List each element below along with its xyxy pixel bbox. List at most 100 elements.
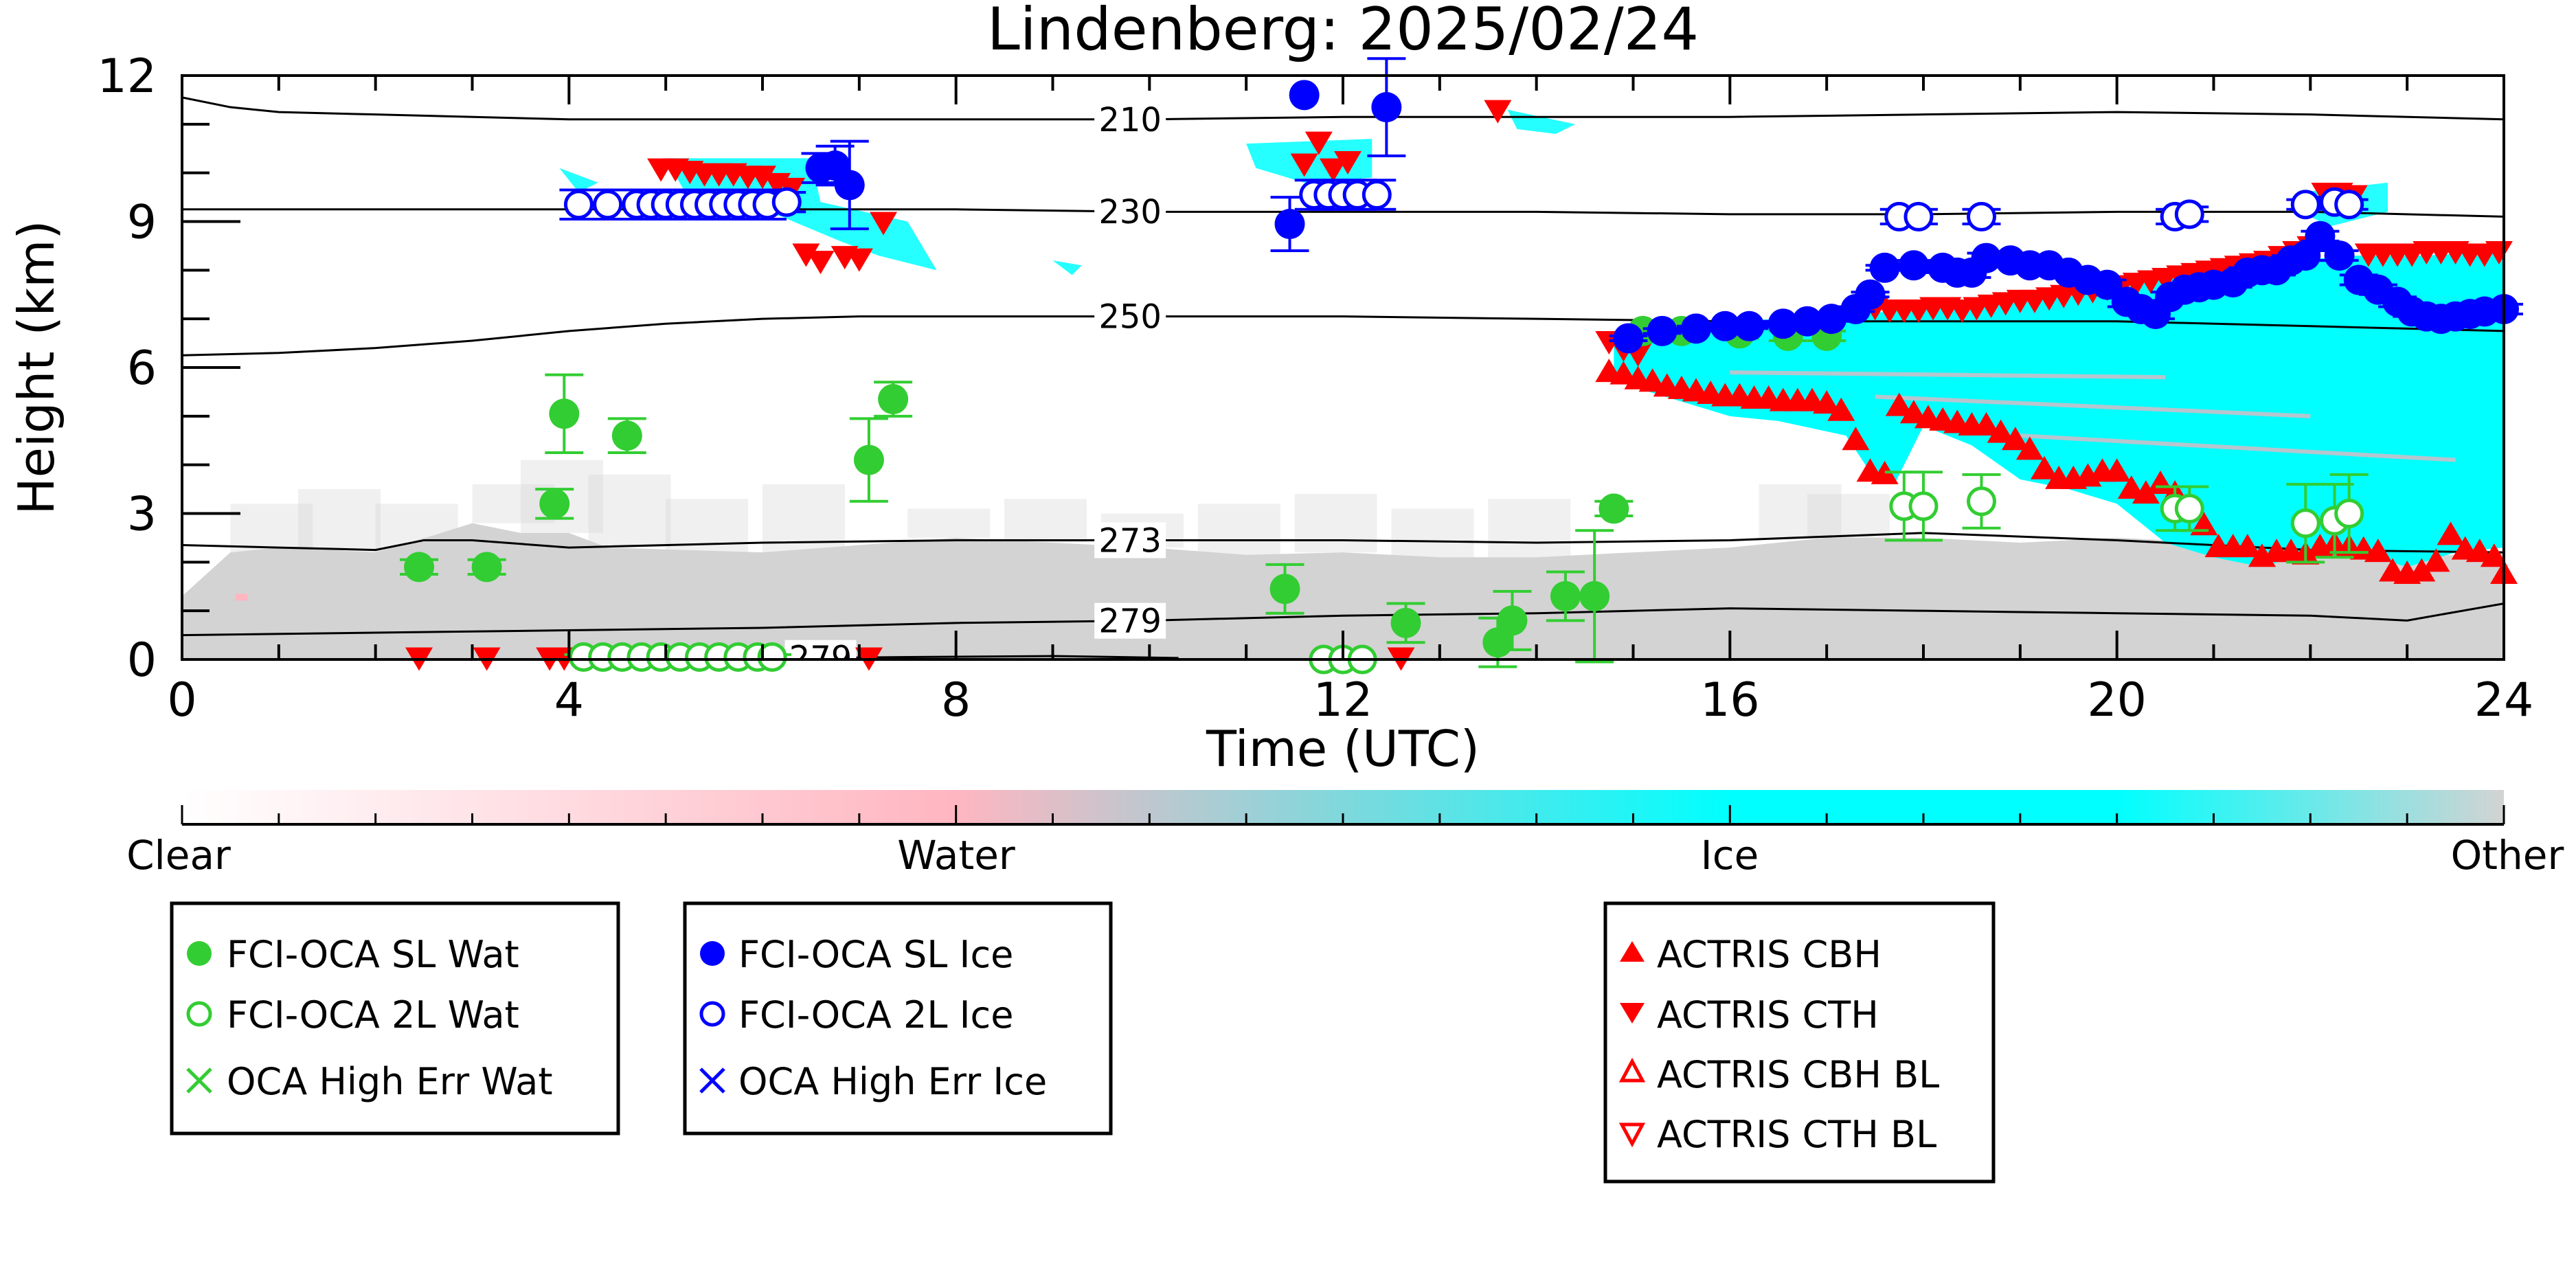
isotherm-label-bg [1094, 602, 1166, 639]
legend-label: ACTRIS CTH BL [1657, 1113, 1936, 1156]
isotherm-label-bg [784, 640, 857, 659]
oca-sl-ice-marker [1767, 308, 1798, 339]
oca-sl-wat-marker [1598, 493, 1629, 524]
bg-ice-patch [1052, 260, 1082, 275]
bg-mixed-streak [1875, 394, 2311, 418]
oca-2l-wat-marker [1908, 491, 1939, 521]
actris-cbh-marker [2132, 480, 2160, 504]
y-tick-label: 0 [127, 633, 157, 688]
oca-sl-wat-marker [1497, 605, 1528, 636]
oca-2l-ice-marker [2174, 199, 2204, 229]
oca-sl-ice-marker [1816, 304, 1847, 335]
actris-cth-marker [1484, 100, 1512, 124]
actris-cbh-marker [2103, 458, 2131, 482]
actris-cth-marker [1304, 131, 1333, 155]
oca-sl-ice-marker [1710, 310, 1741, 341]
isotherm-label: 273 [1098, 521, 1162, 560]
oca-2l-wat-marker [2334, 499, 2364, 528]
actris-cbh-marker [2001, 427, 2029, 451]
actris-cbh-marker [1638, 368, 1667, 392]
oca-sl-ice-marker [2305, 221, 2336, 251]
y-tick-label: 6 [127, 341, 157, 396]
x-tick-label: 16 [1700, 673, 1760, 727]
isotherm-label: 230 [1098, 193, 1162, 231]
actris-cbh-marker [1813, 390, 1841, 414]
actris-cth-marker [1319, 158, 1347, 182]
legend-label: ACTRIS CTH [1657, 993, 1879, 1037]
colorbar: Clear Water Ice Other [126, 790, 2564, 879]
legend-box [683, 901, 1113, 1136]
legend-water: FCI-OCA SL Wat FCI-OCA 2L Wat OCA High E… [170, 901, 620, 1136]
isotherm-line [182, 315, 2504, 357]
actris-cth-marker [2485, 241, 2513, 264]
legend-label: FCI-OCA 2L Ice [738, 993, 1013, 1037]
oca-sl-wat-marker [471, 552, 502, 583]
legend-marker-cbh [1620, 941, 1645, 962]
actris-cth-marker [870, 212, 898, 236]
oca-sl-ice-marker [1869, 252, 1900, 283]
legend-marker-sl-ice [700, 941, 725, 966]
oca-sl-ice-marker [834, 170, 865, 201]
actris-cth-marker [792, 243, 820, 267]
oca-sl-wat-marker [1550, 580, 1581, 611]
legend-label: FCI-OCA SL Ice [738, 933, 1013, 976]
colorbar-ticks [181, 805, 2505, 824]
oca-sl-wat-marker [878, 384, 909, 415]
oca-2l-ice-marker [563, 190, 594, 220]
isotherm-label: 250 [1098, 298, 1162, 337]
oca-sl-ice-marker [1898, 250, 1929, 281]
oca-2l-wat-marker [757, 642, 787, 672]
colorbar-label-water: Water [897, 832, 1015, 879]
chart-title: Lindenberg: 2025/02/24 [987, 0, 1699, 64]
bg-other-speckle [1759, 484, 1842, 538]
actris-cbh-marker [1899, 400, 1928, 424]
isotherm-label: 279 [789, 640, 852, 678]
oca-sl-ice-marker [1971, 242, 2002, 273]
oca-2l-ice-marker [1362, 180, 1392, 210]
oca-2l-ice-marker [771, 187, 802, 217]
actris-cth-marker [845, 248, 873, 272]
bg-other-speckle [1488, 499, 1571, 558]
oca-sl-wat-marker [611, 420, 642, 451]
legend-box [170, 901, 620, 1136]
legend-marker-2l-wat [186, 1001, 212, 1027]
oca-2l-wat-marker [2174, 493, 2204, 523]
actris-cbh-marker [2437, 521, 2465, 545]
actris-cbh-marker [2233, 534, 2261, 558]
bg-other-speckle [1197, 504, 1280, 555]
bg-other-speckle [907, 508, 991, 538]
legend-marker-higherr-ice [699, 1067, 725, 1094]
bg-water-patch [235, 594, 248, 601]
bg-other-speckle [298, 489, 381, 553]
actris-cbh-marker [2031, 455, 2059, 479]
oca-sl-ice-marker [2092, 269, 2123, 300]
oca-sl-ice-marker [1613, 323, 1644, 354]
actris-cbh-marker [1885, 392, 1913, 416]
oca-sl-wat-marker [1390, 607, 1421, 638]
actris-cth-marker [749, 166, 776, 190]
legend-label: OCA High Err Wat [227, 1060, 553, 1103]
oca-sl-wat-marker [549, 398, 580, 429]
x-tick-label: 0 [167, 673, 196, 727]
actris-cbh-marker [1827, 397, 1855, 421]
oca-2l-ice-marker [1967, 201, 1996, 231]
oca-sl-ice-marker [1274, 209, 1305, 240]
legend-marker-cbh-bl [1618, 1057, 1646, 1083]
legend-ice: FCI-OCA SL Ice FCI-OCA 2L Ice OCA High E… [683, 901, 1113, 1136]
oca-sl-wat-marker [1579, 580, 1610, 611]
actris-cth-marker [1290, 153, 1318, 177]
oca-2l-wat-marker [2290, 508, 2320, 539]
isotherm-label-bg [1094, 193, 1166, 229]
oca-2l-ice-marker [593, 190, 623, 220]
oca-2l-ice-marker [1903, 201, 1934, 231]
isotherm-label-bg [1094, 101, 1166, 137]
y-axis-label: Height (km) [8, 221, 65, 515]
series-layer [400, 57, 2523, 675]
actris-cbh-marker [1972, 412, 2000, 436]
bg-other-speckle [1294, 494, 1377, 553]
oca-sl-ice-marker [1855, 279, 1886, 310]
legend-label: FCI-OCA SL Wat [227, 933, 519, 976]
colorbar-label-ice: Ice [1701, 832, 1759, 879]
legend-marker-higherr-wat [186, 1067, 212, 1094]
